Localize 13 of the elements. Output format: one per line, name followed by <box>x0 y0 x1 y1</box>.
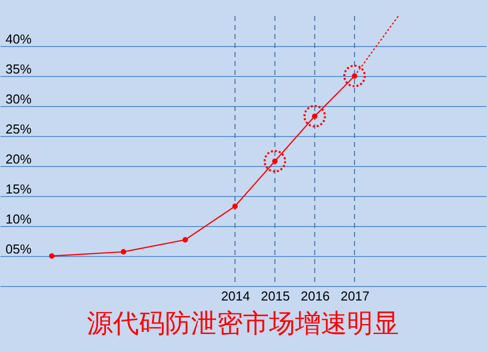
y-tick-label: 20% <box>6 152 32 166</box>
y-tick-label: 05% <box>6 242 32 256</box>
x-tick-label: 2017 <box>340 288 370 304</box>
y-tick-label: 10% <box>6 212 32 226</box>
y-tick-label: 30% <box>6 92 32 106</box>
y-tick-label: 40% <box>6 32 32 46</box>
y-tick-label: 35% <box>6 62 32 76</box>
text: 源代码防泄密市场增速明显 <box>87 308 399 338</box>
x-tick-label: 2016 <box>300 288 330 304</box>
x-tick-label: 2015 <box>260 288 290 304</box>
y-tick-label: 25% <box>6 122 32 136</box>
x-tick-label: 2014 <box>221 288 250 304</box>
y-tick-label: 15% <box>6 182 32 196</box>
